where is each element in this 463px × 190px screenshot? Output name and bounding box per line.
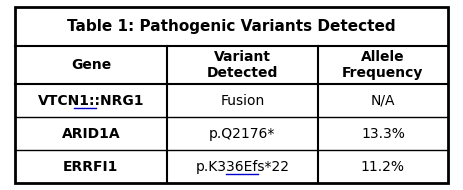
Text: ERRFI1: ERRFI1 — [63, 160, 119, 174]
Text: Allele
Frequency: Allele Frequency — [342, 50, 424, 80]
Text: VTCN1::NRG1: VTCN1::NRG1 — [38, 94, 144, 108]
Text: Fusion: Fusion — [220, 94, 264, 108]
Text: 11.2%: 11.2% — [361, 160, 405, 174]
Text: N/A: N/A — [371, 94, 395, 108]
Text: Variant
Detected: Variant Detected — [206, 50, 278, 80]
Text: ARID1A: ARID1A — [62, 127, 120, 141]
Text: Gene: Gene — [71, 58, 111, 72]
Text: p.K336Efs*22: p.K336Efs*22 — [195, 160, 289, 174]
Text: Table 1: Pathogenic Variants Detected: Table 1: Pathogenic Variants Detected — [67, 19, 396, 34]
Text: p.Q2176*: p.Q2176* — [209, 127, 275, 141]
Text: 13.3%: 13.3% — [361, 127, 405, 141]
